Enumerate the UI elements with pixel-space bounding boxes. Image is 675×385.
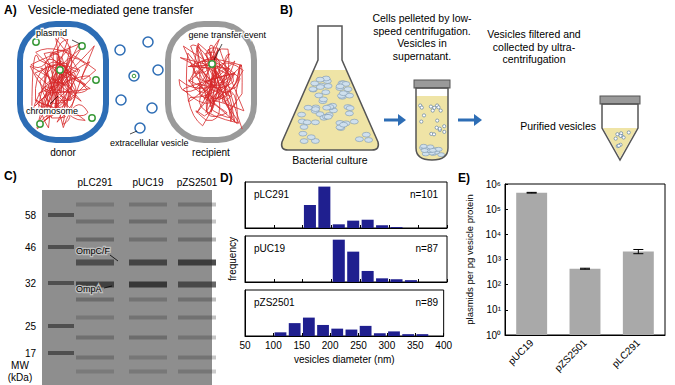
svg-text:10³: 10³ xyxy=(487,254,502,265)
svg-text:10⁰: 10⁰ xyxy=(486,330,501,341)
html-text:Purified vesicles: Purified vesicles xyxy=(520,120,596,132)
svg-text:(kDa): (kDa) xyxy=(8,372,32,383)
svg-text:250: 250 xyxy=(350,340,367,351)
svg-text:C): C) xyxy=(4,169,17,183)
svg-text:300: 300 xyxy=(379,340,396,351)
svg-text:150: 150 xyxy=(293,340,310,351)
svg-text:plasmid: plasmid xyxy=(36,28,67,38)
svg-text:350: 350 xyxy=(407,340,424,351)
svg-text:10¹: 10¹ xyxy=(487,304,502,315)
svg-text:extracellular vesicle: extracellular vesicle xyxy=(110,138,189,148)
svg-text:OmpC/F: OmpC/F xyxy=(76,246,111,256)
svg-text:pLC291: pLC291 xyxy=(77,177,112,188)
svg-text:B): B) xyxy=(280,3,293,17)
svg-text:32: 32 xyxy=(25,278,37,289)
html-text:Vesicles filtered and collecte: Vesicles filtered and collected by ultra… xyxy=(487,28,581,66)
svg-text:n=89: n=89 xyxy=(415,297,438,308)
svg-text:pZS2501: pZS2501 xyxy=(552,337,589,374)
svg-text:10²: 10² xyxy=(487,279,502,290)
svg-text:D): D) xyxy=(220,171,233,185)
svg-text:n=87: n=87 xyxy=(415,243,438,254)
svg-text:100: 100 xyxy=(265,340,282,351)
svg-text:pZS2501: pZS2501 xyxy=(177,177,218,188)
svg-text:17: 17 xyxy=(25,348,37,359)
svg-text:Bacterial culture: Bacterial culture xyxy=(292,154,367,166)
html-text:Cells pelleted by low-speed ce: Cells pelleted by low-speed centrifugati… xyxy=(372,12,472,62)
svg-text:vesicles diameter (nm): vesicles diameter (nm) xyxy=(294,354,395,365)
svg-text:400: 400 xyxy=(435,340,452,351)
svg-text:200: 200 xyxy=(322,340,339,351)
svg-text:50: 50 xyxy=(239,340,251,351)
svg-text:A): A) xyxy=(4,3,17,17)
svg-text:pZS2501: pZS2501 xyxy=(254,297,295,308)
svg-text:25: 25 xyxy=(25,321,37,332)
svg-text:donor: donor xyxy=(50,147,76,158)
svg-text:10⁵: 10⁵ xyxy=(486,204,501,215)
svg-text:pLC291: pLC291 xyxy=(254,189,289,200)
svg-text:gene transfer event: gene transfer event xyxy=(188,30,266,40)
svg-text:10⁶: 10⁶ xyxy=(486,179,501,190)
svg-text:OmpA: OmpA xyxy=(76,284,102,294)
svg-text:pUC19: pUC19 xyxy=(254,243,286,254)
svg-text:pUC19: pUC19 xyxy=(132,177,164,188)
svg-text:E): E) xyxy=(458,171,470,185)
svg-text:chromosome: chromosome xyxy=(26,106,78,116)
svg-text:10⁴: 10⁴ xyxy=(486,229,501,240)
svg-text:frequency: frequency xyxy=(227,237,238,281)
svg-text:MW: MW xyxy=(11,360,29,371)
svg-text:46: 46 xyxy=(25,242,37,253)
svg-text:recipient: recipient xyxy=(192,147,230,158)
svg-text:pUC19: pUC19 xyxy=(506,337,536,367)
svg-text:n=101: n=101 xyxy=(410,189,439,200)
svg-text:58: 58 xyxy=(25,210,37,221)
svg-text:plasmids per pg vesicle protei: plasmids per pg vesicle protein xyxy=(464,194,475,324)
svg-text:pLC291: pLC291 xyxy=(610,337,643,370)
svg-text:Vesicle-mediated gene transfer: Vesicle-mediated gene transfer xyxy=(28,3,193,17)
